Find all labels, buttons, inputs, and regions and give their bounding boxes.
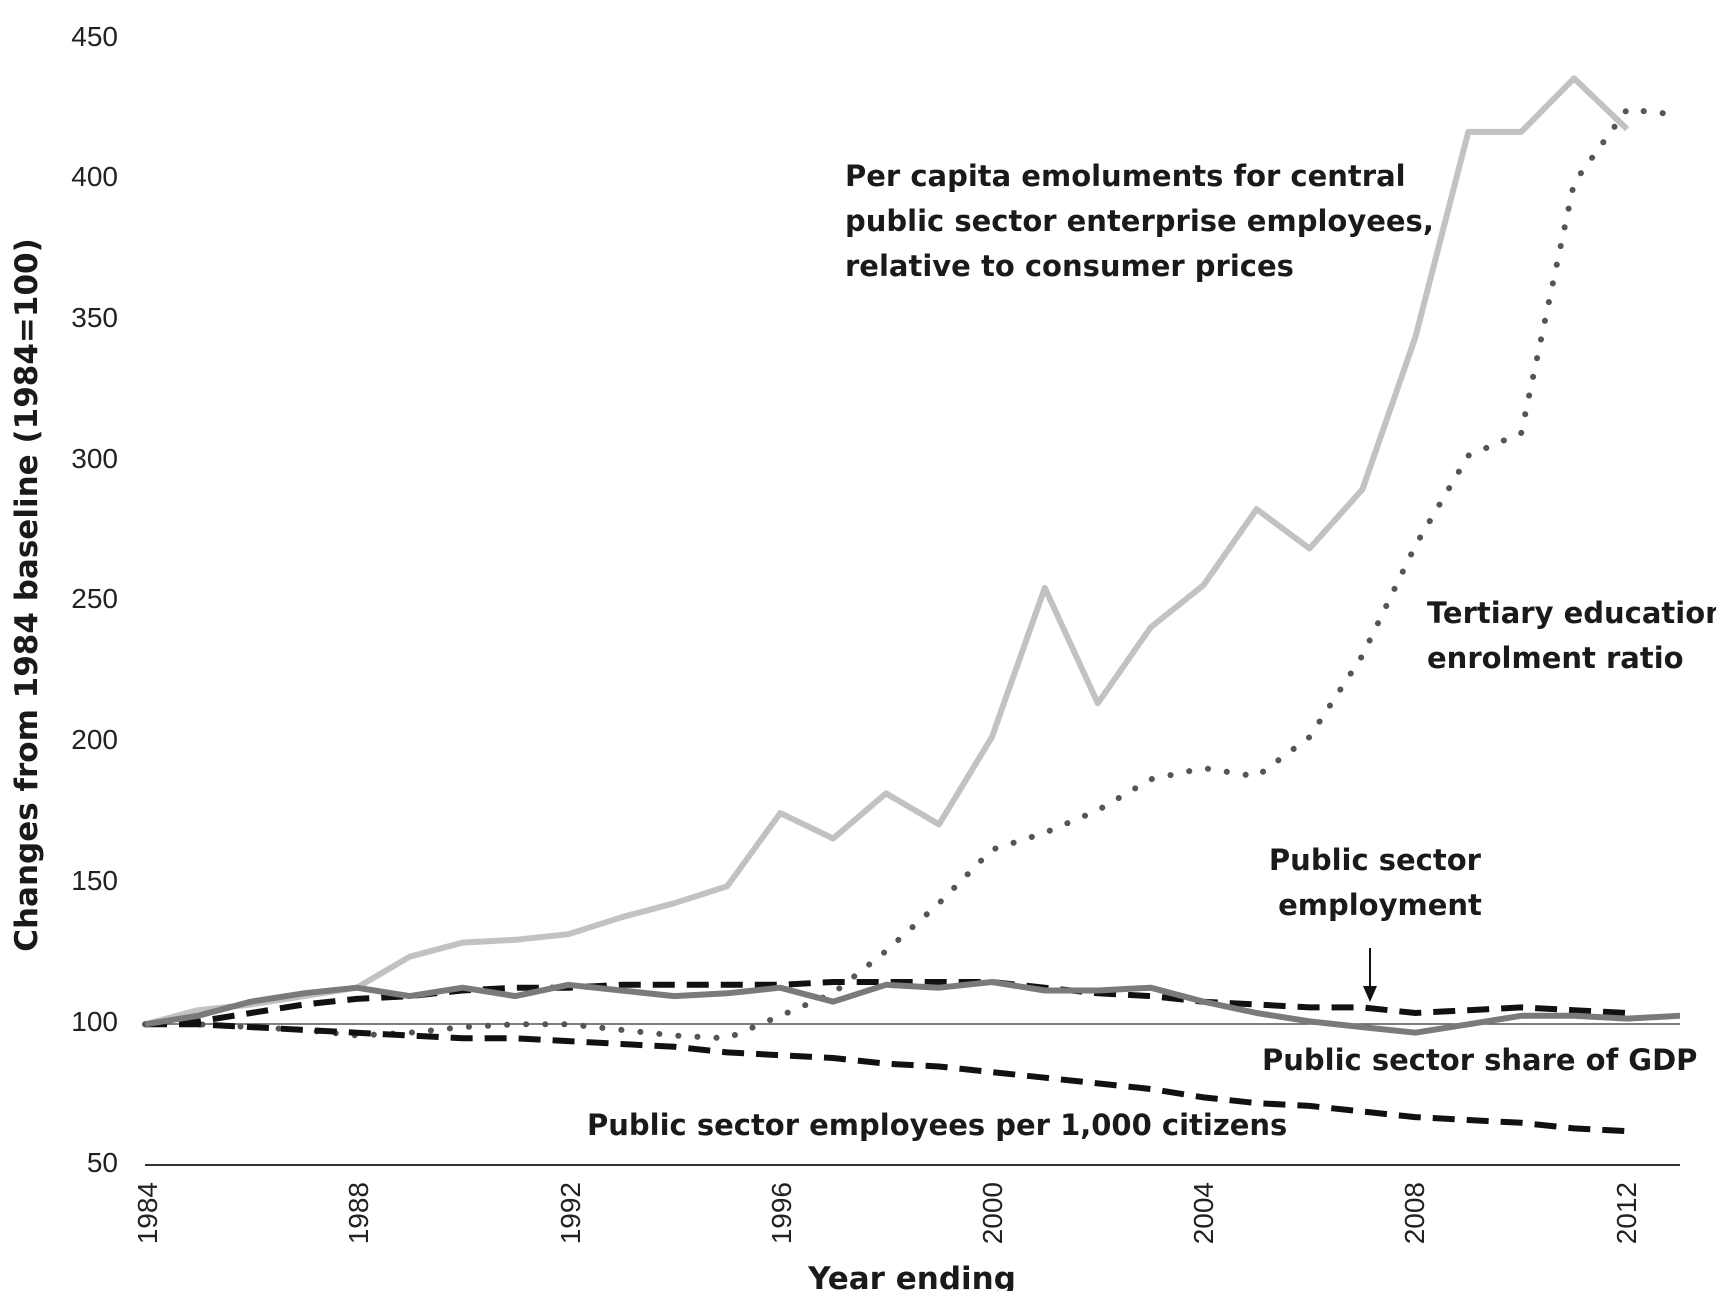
series-layer: [142, 75, 1683, 1135]
emoluments-label-line: relative to consumer prices: [845, 249, 1294, 283]
y-tick-labels: 50 100 150 200 250 300 350 400 450: [71, 21, 118, 1178]
y-tick-label: 350: [71, 302, 118, 333]
series-line-public-sector-employment: [144, 979, 1681, 1036]
y-axis-title: Changes from 1984 baseline (1984=100): [9, 238, 45, 952]
y-tick-label: 50: [87, 1147, 118, 1178]
emoluments-label: Per capita emoluments for central public…: [845, 159, 1444, 283]
y-tick-label: 450: [71, 21, 118, 52]
y-tick-label: 150: [71, 865, 118, 896]
tertiary-label: Tertiary education enrolment ratio: [1427, 596, 1716, 675]
series-line-employees-per-1000: [145, 1021, 1628, 1135]
emoluments-label-line: public sector enterprise employees,: [845, 204, 1434, 238]
y-tick-label: 100: [71, 1006, 118, 1037]
series-line-public-sector-share-gdp: [144, 979, 1628, 1028]
y-tick-label: 400: [71, 161, 118, 192]
employment-label: Public sector employment: [1269, 843, 1491, 922]
employment-arrow: [1363, 948, 1377, 1002]
x-tick-label: 2012: [1611, 1182, 1642, 1244]
x-tick-label: 1996: [766, 1182, 797, 1244]
tertiary-label-line: enrolment ratio: [1427, 641, 1684, 675]
x-tick-label: 1992: [555, 1182, 586, 1244]
employment-label-line: employment: [1278, 888, 1482, 922]
x-tick-label: 1984: [132, 1182, 163, 1244]
tertiary-label-line: Tertiary education: [1427, 596, 1716, 630]
x-axis-title: Year ending: [807, 1261, 1016, 1291]
series-line-emoluments: [144, 75, 1630, 1028]
x-tick-label: 2008: [1399, 1182, 1430, 1244]
x-tick-label: 1988: [343, 1182, 374, 1244]
employment-label-line: Public sector: [1269, 843, 1482, 877]
y-tick-label: 300: [71, 443, 118, 474]
x-tick-label: 2004: [1188, 1182, 1219, 1244]
y-tick-label: 200: [71, 724, 118, 755]
x-tick-labels: 1984 1988 1992 1996 2000 2004 2008 2012: [132, 1182, 1642, 1244]
x-tick-label: 2000: [977, 1182, 1008, 1244]
per-1000-label: Public sector employees per 1,000 citize…: [587, 1108, 1287, 1142]
y-tick-label: 250: [71, 583, 118, 614]
gdp-share-label: Public sector share of GDP: [1262, 1043, 1697, 1077]
series-line-tertiary-enrolment: [142, 106, 1683, 1042]
emoluments-label-line: Per capita emoluments for central: [845, 159, 1406, 193]
